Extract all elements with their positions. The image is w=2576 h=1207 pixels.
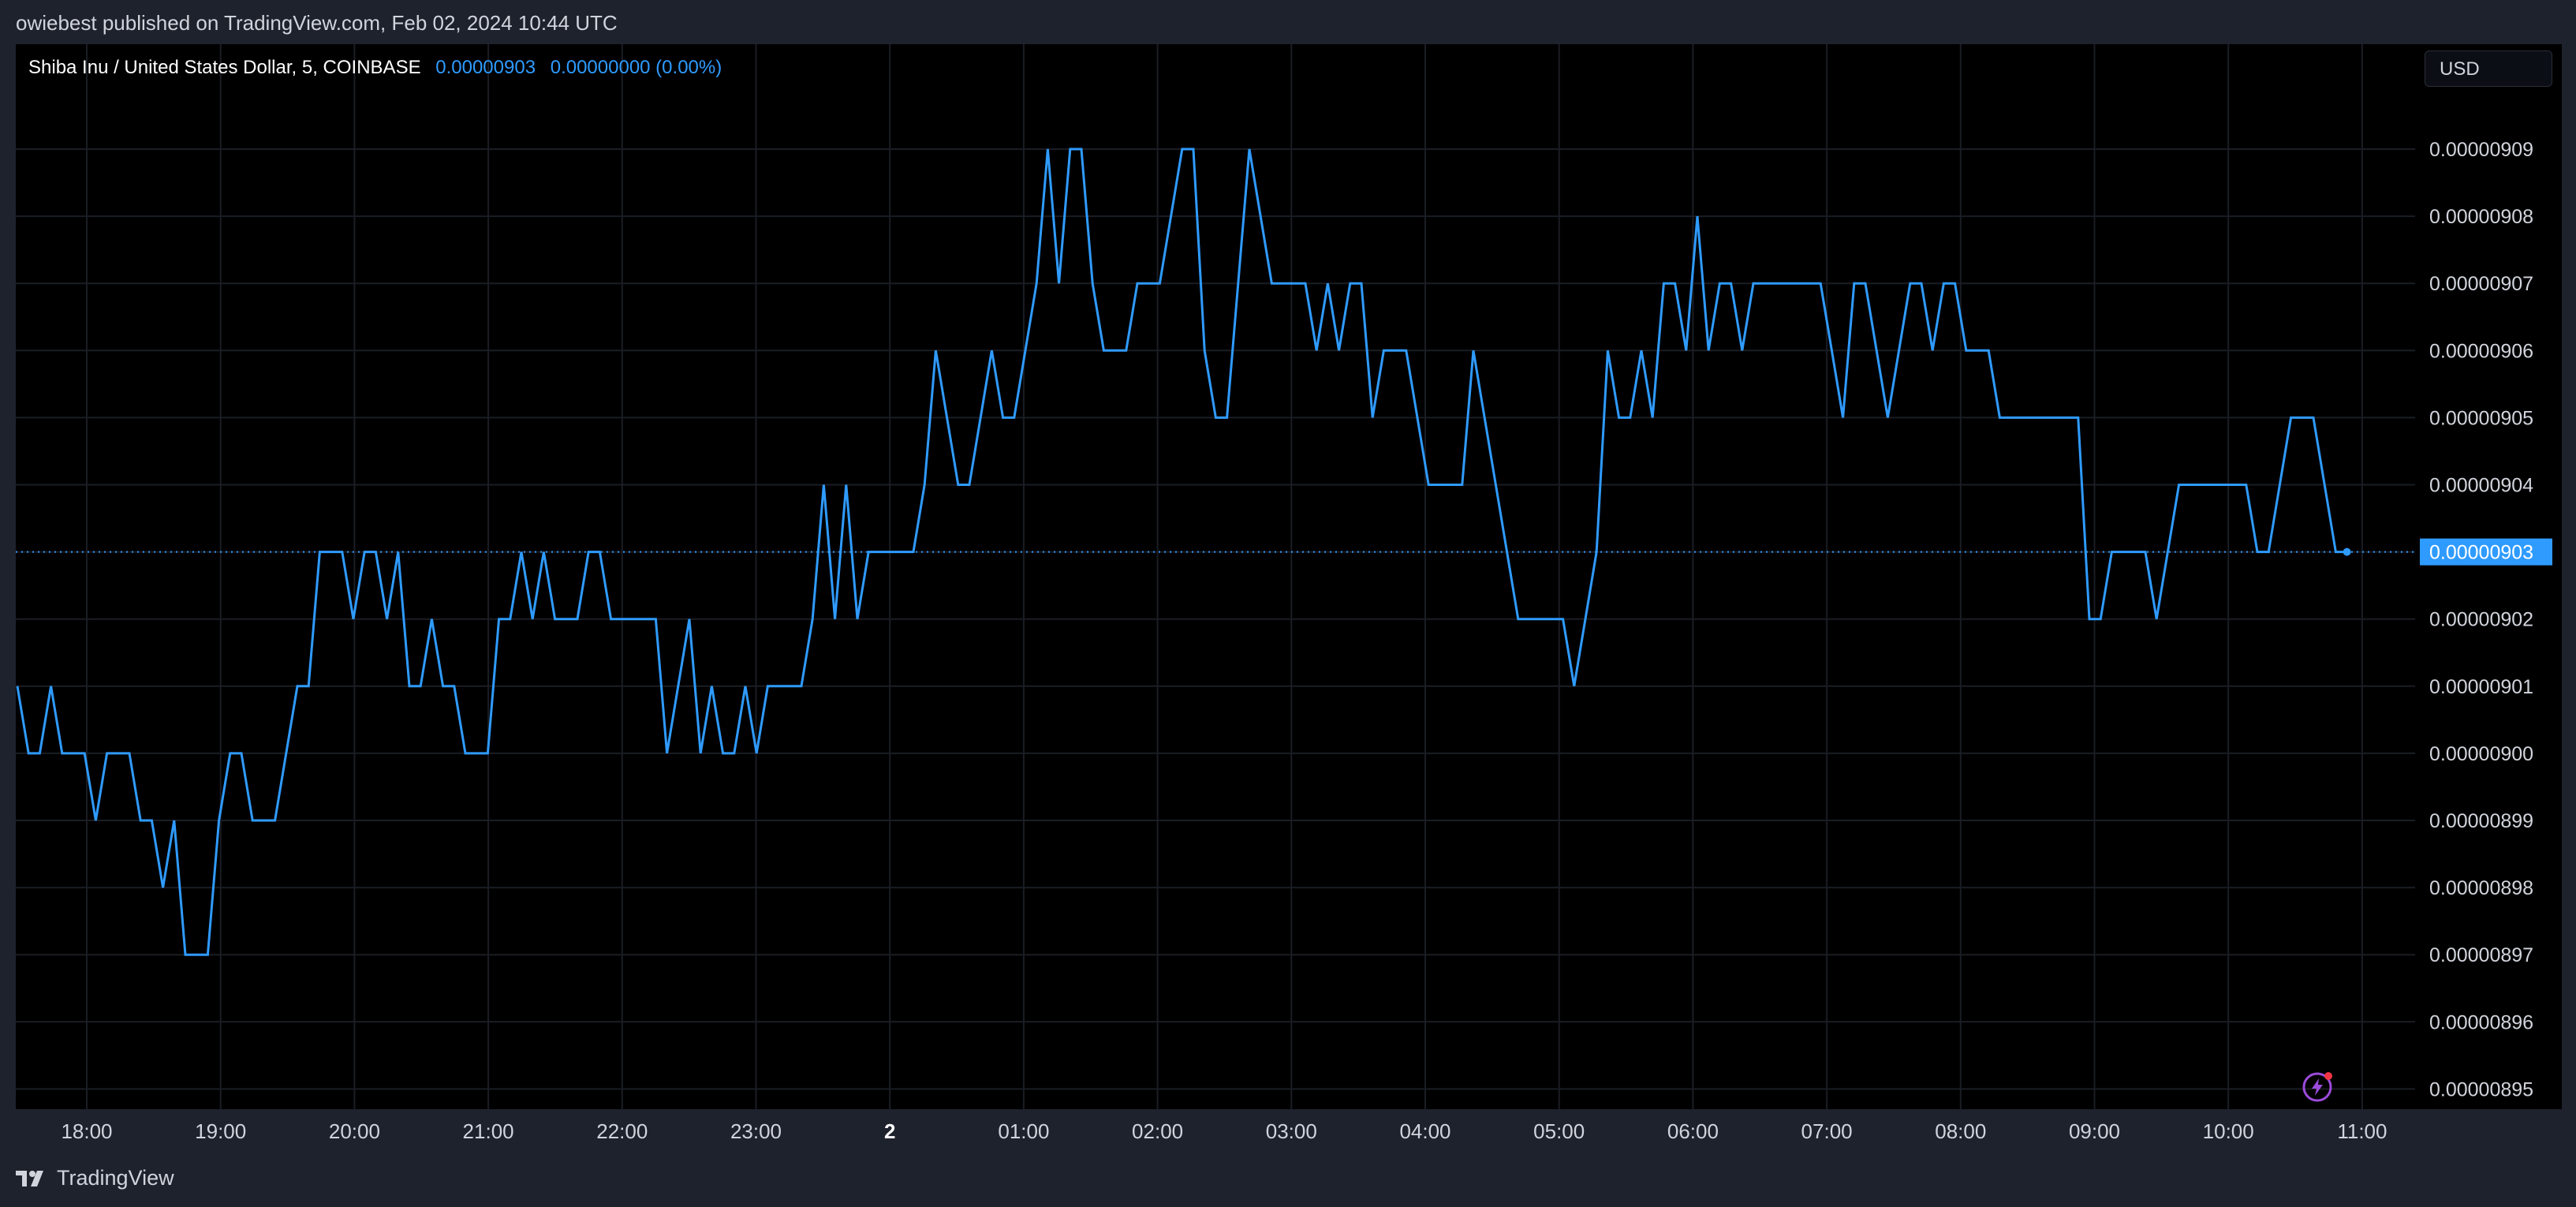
y-tick-label: 0.00000898: [2429, 877, 2533, 899]
tradingview-brand[interactable]: TradingView: [16, 1166, 174, 1190]
legend-symbol[interactable]: Shiba Inu / United States Dollar, 5, COI…: [28, 57, 421, 78]
last-price-tag: 0.00000903: [2420, 538, 2552, 566]
price-line: [16, 148, 2347, 956]
grid-lines: [16, 44, 2415, 1109]
y-tick-label: 0.00000896: [2429, 1011, 2533, 1033]
y-tick-label: 0.00000905: [2429, 407, 2533, 429]
x-tick-label: 21:00: [463, 1119, 514, 1143]
tradingview-logo-icon: [16, 1170, 43, 1186]
x-tick-label: 19:00: [195, 1119, 246, 1143]
price-scale[interactable]: [2415, 44, 2562, 1109]
last-price-tag-bg: [2420, 538, 2552, 566]
x-tick-label: 22:00: [596, 1119, 648, 1143]
x-tick-label: 05:00: [1533, 1119, 1585, 1143]
y-tick-label: 0.00000909: [2429, 139, 2533, 161]
legend-change: 0.00000000 (0.00%): [550, 57, 722, 78]
currency-label: USD: [2440, 58, 2480, 80]
x-tick-label: 18:00: [61, 1119, 112, 1143]
currency-button[interactable]: USD: [2425, 50, 2552, 87]
x-tick-label: 06:00: [1667, 1119, 1719, 1143]
y-axis-labels: 0.00000909 0.00000908 0.00000907 0.00000906…: [2429, 139, 2533, 1100]
last-price-tag-label: 0.00000903: [2429, 542, 2533, 564]
y-tick-label: 0.00000899: [2429, 810, 2533, 832]
x-tick-label: 10:00: [2203, 1119, 2254, 1143]
x-tick-label: 08:00: [1935, 1119, 1986, 1143]
lightning-bolt-icon[interactable]: [2300, 1070, 2335, 1104]
footer-bar: [0, 1152, 2576, 1207]
x-tick-label: 20:00: [329, 1119, 380, 1143]
last-price-dot: [2343, 547, 2351, 556]
x-tick-label: 11:00: [2337, 1119, 2387, 1143]
top-bar: owiebest published on TradingView.com, F…: [0, 0, 2576, 44]
publisher-text: owiebest published on TradingView.com, F…: [16, 11, 618, 35]
x-tick-label: 01:00: [998, 1119, 1049, 1143]
y-tick-label: 0.00000902: [2429, 609, 2533, 631]
y-tick-label: 0.00000897: [2429, 944, 2533, 966]
y-tick-label: 0.00000901: [2429, 676, 2533, 698]
legend-last-price: 0.00000903: [435, 57, 536, 78]
x-axis-labels: 18:00 19:00 20:00 21:00 22:00 23:00 2 01:00 02:0…: [61, 1119, 2387, 1143]
footer-brand-label: TradingView: [57, 1166, 174, 1190]
y-tick-label: 0.00000904: [2429, 475, 2533, 497]
y-tick-label: 0.00000907: [2429, 273, 2533, 295]
x-tick-label: 07:00: [1801, 1119, 1853, 1143]
y-tick-label: 0.00000895: [2429, 1078, 2533, 1100]
chart-legend: Shiba Inu / United States Dollar, 5, COI…: [28, 57, 722, 79]
series-group: [16, 148, 2415, 956]
x-tick-label: 03:00: [1266, 1119, 1317, 1143]
x-tick-label: 2: [884, 1119, 895, 1143]
line-chart[interactable]: 0.00000909 0.00000908 0.00000907 0.00000906…: [0, 0, 2576, 1152]
y-tick-label: 0.00000906: [2429, 340, 2533, 362]
x-tick-label: 04:00: [1399, 1119, 1450, 1143]
x-tick-label: 09:00: [2069, 1119, 2120, 1143]
y-tick-label: 0.00000900: [2429, 743, 2533, 765]
x-tick-label: 02:00: [1132, 1119, 1183, 1143]
x-tick-label: 23:00: [730, 1119, 782, 1143]
chart-pane[interactable]: [16, 44, 2415, 1109]
y-tick-label: 0.00000908: [2429, 206, 2533, 228]
